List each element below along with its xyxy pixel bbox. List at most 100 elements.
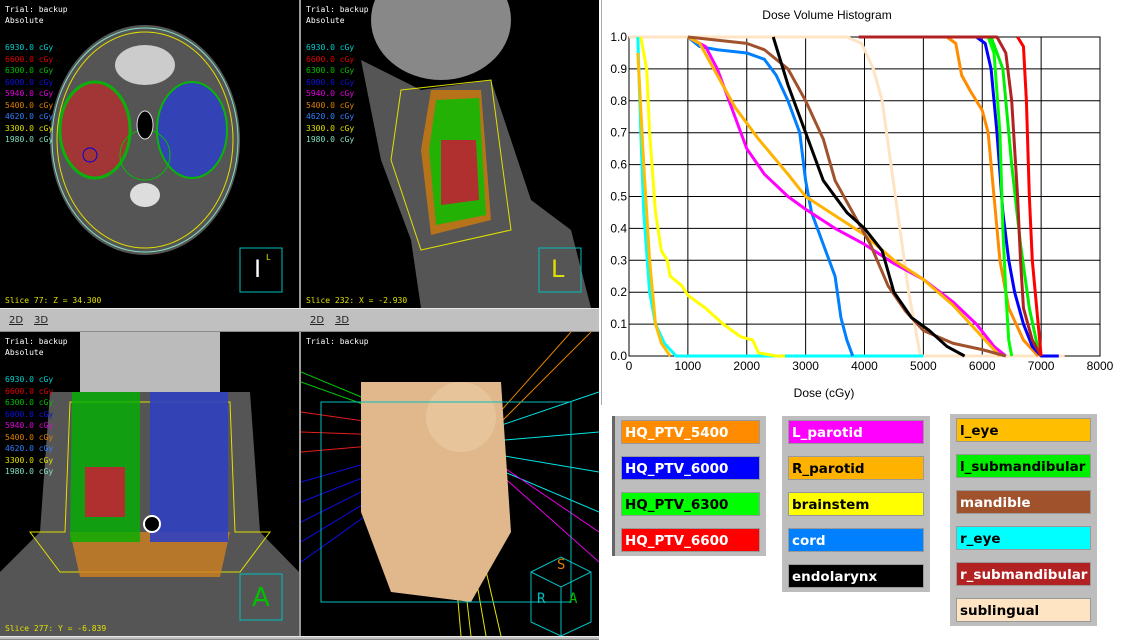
isodose-level-label: 4620.0 cGy (5, 112, 54, 121)
2d-button[interactable]: 2D (9, 315, 24, 326)
legend-group: HQ_PTV_5400 HQ_PTV_6000 HQ_PTV_6300 HQ_PTV_… (612, 416, 766, 556)
y-tick-label: 0.5 (610, 190, 627, 204)
y-tick-label: 1.0 (610, 30, 627, 44)
isodose-level-label: 4620.0 cGy (306, 112, 355, 121)
chart-title: Dose Volume Histogram (762, 8, 891, 22)
isodose-level-label: 6930.0 cGy (5, 375, 54, 384)
orientation-label: A (252, 583, 270, 613)
dvh-curve-r_parotid (687, 35, 1002, 358)
dvh-curve-l_eye (636, 52, 672, 357)
dvh-curve-hq_ptv_6600 (1016, 36, 1043, 357)
trial-label: Trial: backup (5, 337, 68, 346)
isodose-level-label: 3300.0 cGy (5, 123, 54, 133)
y-tick-label: 0.8 (610, 94, 627, 108)
slice-label: Slice 277: Y = -6.839 (5, 624, 107, 633)
sagittal-view[interactable]: Trial: backup Absolute 6930.0 cGy 6600.0 … (301, 0, 599, 308)
isodose-level-label: 5940.0 cGy (306, 89, 355, 98)
legend-item-brainstem[interactable]: brainstem (788, 492, 924, 516)
legend-item-r_submandibular[interactable]: r_submandibular (956, 562, 1091, 586)
isodose-level-label: 3300.0 cGy (306, 123, 355, 133)
dose-mode-label: Absolute (306, 16, 345, 25)
3d-view[interactable]: Trial: backup S R A (301, 332, 599, 636)
axial-ct-image (50, 25, 283, 293)
x-tick-label: 7000 (1028, 359, 1055, 373)
isodose-level-label: 1980.0 cGy (306, 135, 355, 144)
orientation-label: I (254, 255, 262, 283)
status-strip (0, 636, 599, 640)
slice-label: Slice 232: X = -2.930 (306, 296, 408, 305)
legend-item-hq_ptv_5400[interactable]: HQ_PTV_5400 (621, 420, 760, 444)
isodose-level-label: 6600.0 cGy (5, 54, 54, 64)
axial-view[interactable]: Trial: backup Absolute 6930.0 cGy 6600.0 … (0, 0, 299, 308)
isodose-level-label: 6600.0 cGy (5, 386, 54, 396)
dvh-curve-cord (686, 35, 855, 357)
trial-label: Trial: backup (306, 337, 369, 346)
y-tick-label: 0.0 (610, 349, 627, 363)
dvh-curve-hq_ptv_6300 (986, 36, 1014, 357)
x-tick-label: 5000 (910, 359, 937, 373)
trial-label: Trial: backup (5, 5, 68, 14)
isodose-level-label: 4620.0 cGy (5, 444, 54, 453)
legend-item-hq_ptv_6000[interactable]: HQ_PTV_6000 (621, 456, 760, 480)
y-tick-label: 0.7 (610, 126, 627, 140)
y-tick-label: 0.6 (610, 158, 627, 172)
isodose-level-label: 6000.0 cGy (5, 409, 54, 419)
dvh-curve-brainstem (639, 36, 786, 358)
slice-label: Slice 77: Z = 34.300 (5, 296, 102, 305)
cube-label-s: S (557, 557, 566, 573)
x-tick-label: 4000 (851, 359, 878, 373)
x-axis-label: Dose (cGy) (794, 386, 855, 400)
legend-item-hq_ptv_6300[interactable]: HQ_PTV_6300 (621, 492, 760, 516)
isodose-legend: 6930.0 cGy 6600.0 cGy 6300.0 cGy 6000.0 cGy… (5, 42, 53, 146)
legend-item-endolarynx[interactable]: endolarynx (788, 564, 924, 588)
x-tick-label: 0 (626, 359, 633, 373)
legend-item-l_submandibular[interactable]: l_submandibular (956, 454, 1091, 478)
2d-button[interactable]: 2D (310, 315, 325, 326)
coronal-view[interactable]: Trial: backup Absolute 6930.0 cGy 6600.0 … (0, 332, 299, 636)
orientation-small-label: L (266, 253, 271, 262)
isodose-level-label: 3300.0 cGy (5, 455, 54, 465)
3d-button[interactable]: 3D (335, 315, 350, 326)
isodose-level-label: 5940.0 cGy (5, 421, 54, 430)
isodose-level-label: 6300.0 cGy (5, 398, 54, 407)
x-tick-label: 6000 (969, 359, 996, 373)
x-tick-label: 2000 (733, 359, 760, 373)
isodose-level-label: 6300.0 cGy (5, 66, 54, 75)
isodose-level-label: 6600.0 cGy (306, 54, 355, 64)
view-toolbar: 2D 3D 2D 3D (0, 308, 599, 332)
legend-item-r_parotid[interactable]: R_parotid (788, 456, 924, 480)
y-tick-label: 0.9 (610, 62, 627, 76)
isodose-legend: 6930.0 cGy 6600.0 cGy 6300.0 cGy 6000.0 cGy… (306, 42, 354, 146)
dose-mode-label: Absolute (5, 16, 44, 25)
legend-item-l_eye[interactable]: l_eye (956, 418, 1091, 442)
legend-item-hq_ptv_6600[interactable]: HQ_PTV_6600 (621, 528, 760, 552)
legend-group: L_parotid R_parotid brainstem cord endolaryn… (782, 416, 930, 592)
3d-button[interactable]: 3D (34, 315, 49, 326)
dvh-curve-sublingual (629, 35, 1065, 358)
isodose-level-label: 6000.0 cGy (306, 77, 355, 87)
isodose-level-label: 1980.0 cGy (5, 467, 54, 476)
x-tick-label: 8000 (1087, 359, 1114, 373)
legend-item-sublingual[interactable]: sublingual (956, 598, 1091, 622)
isodose-level-label: 5940.0 cGy (5, 89, 54, 98)
dvh-curve-endolarynx (771, 36, 966, 358)
orientation-label: L (551, 255, 565, 283)
legend-item-cord[interactable]: cord (788, 528, 924, 552)
legend-item-r_eye[interactable]: r_eye (956, 526, 1091, 550)
dvh-chart: Dose Volume Histogram Dose (cGy) 0 1000 2000… (601, 0, 1122, 405)
3d-render-image (301, 332, 599, 636)
legend-item-mandible[interactable]: mandible (956, 490, 1091, 514)
y-tick-label: 0.2 (610, 285, 627, 299)
isodose-level-label: 6000.0 cGy (5, 77, 54, 87)
legend-item-l_parotid[interactable]: L_parotid (788, 420, 924, 444)
x-tick-label: 1000 (675, 359, 702, 373)
dose-mode-label: Absolute (5, 348, 44, 357)
trial-label: Trial: backup (306, 5, 369, 14)
isodose-level-label: 6930.0 cGy (306, 43, 355, 52)
cube-label-a: A (569, 591, 578, 607)
y-tick-label: 0.3 (610, 253, 627, 267)
dvh-curve-mandible (687, 35, 1007, 358)
isodose-level-label: 6930.0 cGy (5, 43, 54, 52)
dvh-curve-hq_ptv_6000 (975, 35, 1059, 358)
legend-group: l_eye l_submandibular mandible r_eye r_subma… (950, 414, 1097, 626)
